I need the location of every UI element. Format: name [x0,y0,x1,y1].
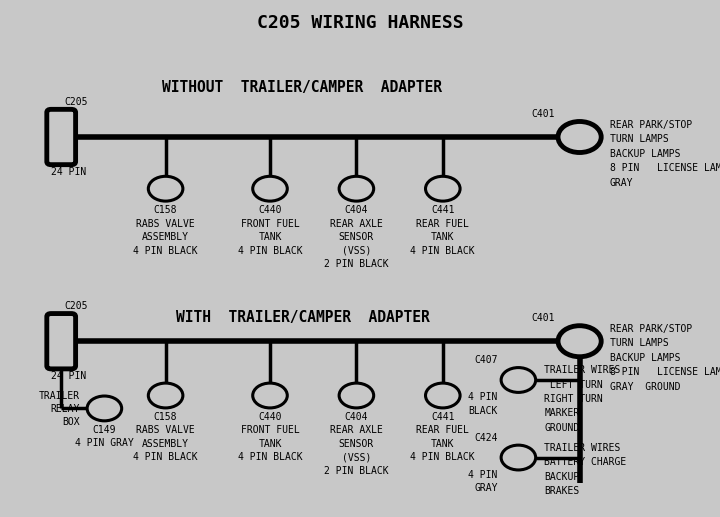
Circle shape [501,445,536,470]
Text: RELAY: RELAY [50,404,80,414]
Text: GRAY: GRAY [474,483,498,493]
Text: BOX: BOX [63,417,80,428]
Text: LEFT TURN: LEFT TURN [544,379,603,389]
Text: TANK: TANK [258,232,282,242]
Text: ASSEMBLY: ASSEMBLY [142,232,189,242]
Text: TANK: TANK [431,232,454,242]
Text: BACKUP LAMPS: BACKUP LAMPS [610,353,680,363]
Circle shape [148,383,183,408]
Text: TRAILER WIRES: TRAILER WIRES [544,365,621,375]
Text: 24 PIN: 24 PIN [51,166,86,177]
Text: 4 PIN BLACK: 4 PIN BLACK [410,452,475,462]
Circle shape [426,176,460,201]
Text: REAR FUEL: REAR FUEL [416,219,469,229]
Text: ASSEMBLY: ASSEMBLY [142,439,189,449]
Text: REAR AXLE: REAR AXLE [330,219,383,229]
Text: 4 PIN: 4 PIN [468,392,498,402]
Text: RIGHT TURN: RIGHT TURN [544,394,603,404]
Text: 4 PIN BLACK: 4 PIN BLACK [238,246,302,255]
Text: TANK: TANK [431,439,454,449]
Text: FRONT FUEL: FRONT FUEL [240,219,300,229]
Circle shape [558,121,601,153]
Circle shape [339,176,374,201]
Text: 4 PIN BLACK: 4 PIN BLACK [410,246,475,255]
Text: TURN LAMPS: TURN LAMPS [610,134,669,144]
Text: 4 PIN BLACK: 4 PIN BLACK [238,452,302,462]
Text: REAR FUEL: REAR FUEL [416,425,469,435]
Circle shape [87,396,122,421]
Text: 8 PIN   LICENSE LAMPS: 8 PIN LICENSE LAMPS [610,367,720,377]
Text: FRONT FUEL: FRONT FUEL [240,425,300,435]
Text: C205: C205 [65,301,89,311]
Text: GRAY  GROUND: GRAY GROUND [610,382,680,392]
Circle shape [339,383,374,408]
Text: RABS VALVE: RABS VALVE [136,219,195,229]
Text: TURN LAMPS: TURN LAMPS [610,338,669,348]
Text: GRAY: GRAY [610,177,634,188]
Text: C440: C440 [258,205,282,215]
Text: BLACK: BLACK [468,406,498,416]
Text: 24 PIN: 24 PIN [51,371,86,381]
Text: 8 PIN   LICENSE LAMPS: 8 PIN LICENSE LAMPS [610,163,720,173]
Text: 2 PIN BLACK: 2 PIN BLACK [324,466,389,476]
Circle shape [148,176,183,201]
Circle shape [253,383,287,408]
Text: RABS VALVE: RABS VALVE [136,425,195,435]
FancyBboxPatch shape [47,110,76,164]
Text: SENSOR: SENSOR [339,232,374,242]
Text: BRAKES: BRAKES [544,486,580,496]
Text: BACKUP LAMPS: BACKUP LAMPS [610,148,680,159]
Circle shape [558,326,601,357]
Text: GROUND: GROUND [544,423,580,433]
Text: C158: C158 [154,205,177,215]
Text: MARKER: MARKER [544,408,580,418]
Text: REAR PARK/STOP: REAR PARK/STOP [610,324,692,334]
Text: (VSS): (VSS) [342,452,371,462]
Circle shape [253,176,287,201]
Text: C441: C441 [431,412,454,422]
Text: TRAILER: TRAILER [39,390,80,401]
Text: SENSOR: SENSOR [339,439,374,449]
Text: C401: C401 [531,109,554,119]
Text: BATTERY CHARGE: BATTERY CHARGE [544,457,626,467]
Text: 2 PIN BLACK: 2 PIN BLACK [324,259,389,269]
Text: C149: C149 [93,425,116,435]
Text: C205 WIRING HARNESS: C205 WIRING HARNESS [257,14,463,32]
Text: REAR PARK/STOP: REAR PARK/STOP [610,119,692,130]
Text: C441: C441 [431,205,454,215]
Text: 4 PIN BLACK: 4 PIN BLACK [133,452,198,462]
Text: REAR AXLE: REAR AXLE [330,425,383,435]
Text: 4 PIN: 4 PIN [468,470,498,480]
Text: WITHOUT  TRAILER/CAMPER  ADAPTER: WITHOUT TRAILER/CAMPER ADAPTER [163,80,442,96]
Text: C424: C424 [474,433,498,443]
Text: 4 PIN BLACK: 4 PIN BLACK [133,246,198,255]
Text: WITH  TRAILER/CAMPER  ADAPTER: WITH TRAILER/CAMPER ADAPTER [176,310,429,326]
Text: TRAILER WIRES: TRAILER WIRES [544,443,621,452]
Text: C205: C205 [65,97,89,108]
Text: C440: C440 [258,412,282,422]
Circle shape [426,383,460,408]
Text: C404: C404 [345,205,368,215]
Text: (VSS): (VSS) [342,246,371,255]
Circle shape [501,368,536,392]
Text: C401: C401 [531,313,554,323]
Text: TANK: TANK [258,439,282,449]
Text: C404: C404 [345,412,368,422]
Text: C407: C407 [474,355,498,365]
Text: C158: C158 [154,412,177,422]
FancyBboxPatch shape [47,313,76,369]
Text: BACKUP: BACKUP [544,472,580,481]
Text: 4 PIN GRAY: 4 PIN GRAY [75,438,134,448]
